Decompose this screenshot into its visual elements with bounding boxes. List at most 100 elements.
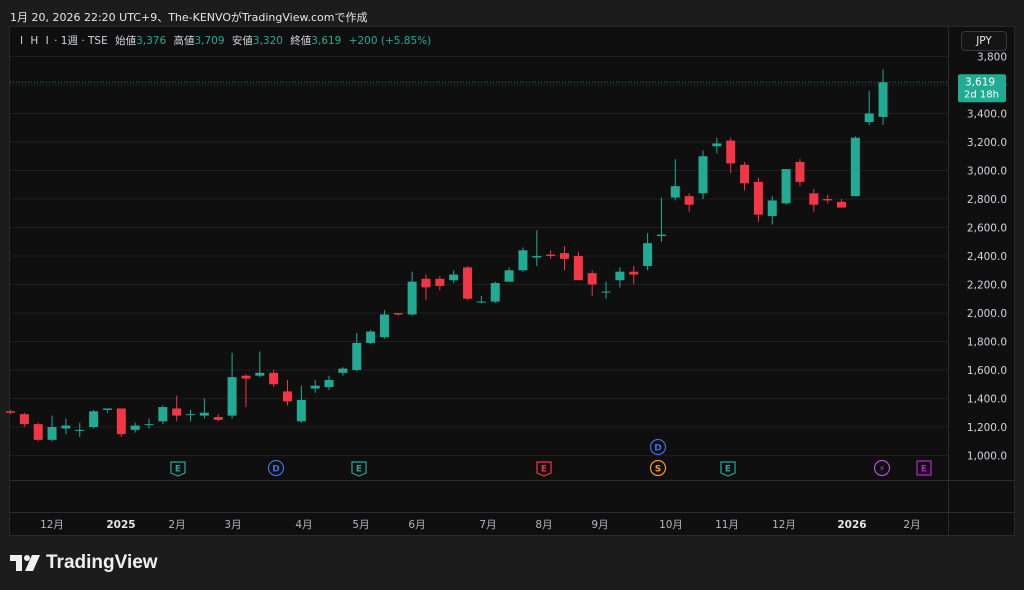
- y-tick-label: 2,400.0: [967, 251, 1007, 263]
- x-tick-label: 4月: [295, 519, 312, 531]
- candle-body: [712, 143, 722, 147]
- candle-body: [532, 256, 542, 258]
- legend-high: 3,709: [194, 35, 225, 47]
- tradingview-wordmark: TradingView: [46, 552, 158, 573]
- candle-body: [338, 368, 348, 373]
- candle-body: [75, 429, 85, 431]
- x-tick-label: 9月: [591, 519, 608, 531]
- candle-body: [6, 411, 15, 413]
- candle-body: [407, 281, 417, 315]
- y-tick-label: 1,400.0: [967, 394, 1007, 406]
- currency-button[interactable]: JPY: [961, 31, 1007, 51]
- candle-body: [116, 408, 126, 435]
- y-tick-label: 1,600.0: [967, 365, 1007, 377]
- x-tick-label: 5月: [352, 519, 369, 531]
- candle-body: [684, 196, 694, 205]
- candle-body: [199, 412, 209, 416]
- candle-body: [379, 314, 389, 338]
- candle-body: [241, 375, 251, 379]
- x-tick-label: 8月: [535, 519, 552, 531]
- legend-open-label: 始値: [115, 35, 137, 47]
- candle-body: [850, 137, 860, 197]
- candle-body: [421, 278, 431, 288]
- event-marker: [170, 461, 186, 477]
- y-tick-label: 2,200.0: [967, 280, 1007, 292]
- candle-body: [587, 273, 597, 285]
- symbol-legend: I H I · 1週 · TSE 始値3,376 高値3,709 安値3,320…: [20, 33, 431, 48]
- candle-body: [490, 283, 500, 302]
- chart-caption: 1月 20, 2026 22:20 UTC+9、The-KENVOがTradin…: [10, 11, 368, 24]
- candle-body: [449, 274, 459, 281]
- candle-body: [629, 271, 639, 275]
- candle-body: [227, 377, 237, 416]
- event-marker: [649, 438, 667, 456]
- candle-body: [89, 411, 99, 427]
- legend-interval: 1週: [60, 35, 78, 47]
- event-marker: [649, 459, 667, 477]
- event-marker: [351, 461, 367, 477]
- legend-close: 3,619: [311, 35, 342, 47]
- candle-body: [837, 201, 846, 208]
- candle-body: [47, 427, 57, 440]
- legend-symbol[interactable]: I H I: [20, 35, 51, 47]
- x-tick-label: 12月: [40, 519, 64, 531]
- candle-body: [144, 424, 154, 426]
- candle-body: [366, 331, 376, 343]
- candle-body: [781, 169, 791, 204]
- legend-sep: ·: [81, 35, 89, 47]
- candle-body: [352, 342, 362, 370]
- candle-body: [726, 140, 736, 164]
- candle-body: [463, 267, 473, 299]
- event-marker-label: S: [655, 465, 661, 475]
- y-tick-label: 1,000.0: [967, 451, 1007, 463]
- event-marker-label: E: [921, 465, 927, 475]
- candle-body: [393, 313, 403, 315]
- candle-body: [767, 200, 777, 217]
- candle-body: [504, 270, 514, 282]
- event-marker: [536, 461, 552, 477]
- x-tick-label: 11月: [715, 519, 739, 531]
- candle-body: [809, 193, 819, 205]
- candle-body: [615, 271, 625, 281]
- event-marker-label: E: [541, 465, 547, 475]
- candle-body: [435, 278, 445, 286]
- bar-countdown: 2d 18h: [964, 89, 999, 100]
- candle-body: [283, 391, 292, 402]
- candle-body: [61, 425, 71, 429]
- candle-body: [102, 408, 112, 410]
- candle-body: [560, 253, 569, 259]
- legend-low: 3,320: [252, 35, 283, 47]
- event-marker: [720, 461, 736, 477]
- candle-body: [864, 113, 874, 123]
- candle-body: [698, 156, 708, 194]
- y-tick-label: 3,800: [977, 52, 1007, 64]
- candle-body: [878, 82, 888, 117]
- candle-body: [158, 407, 168, 422]
- y-tick-label: 1,800.0: [967, 337, 1007, 349]
- event-marker-label: E: [175, 465, 181, 475]
- candle-body: [518, 250, 528, 271]
- event-marker-label: E: [725, 465, 731, 475]
- y-tick-label: 1,200.0: [967, 422, 1007, 434]
- y-tick-label: 3,400.0: [967, 109, 1007, 121]
- legend-open: 3,376: [136, 35, 167, 47]
- candle-body: [269, 372, 279, 385]
- last-price-tag: [958, 74, 1006, 103]
- legend-close-label: 終値: [290, 35, 312, 47]
- candle-body: [324, 379, 334, 388]
- candle-body: [670, 186, 680, 198]
- candle-body: [573, 256, 583, 281]
- y-tick-label: 2,600.0: [967, 223, 1007, 235]
- event-marker-label: D: [272, 465, 279, 475]
- legend-change: +200 (+5.85%): [348, 35, 432, 47]
- candle-body: [601, 291, 611, 293]
- x-tick-label: 10月: [659, 519, 683, 531]
- x-tick-label: 2月: [168, 519, 185, 531]
- candle-body: [823, 199, 833, 201]
- y-tick-label: 2,000.0: [967, 308, 1007, 320]
- candle-body: [33, 424, 43, 440]
- legend-low-label: 安値: [231, 35, 253, 47]
- candle-body: [130, 425, 140, 430]
- event-marker: [267, 459, 285, 477]
